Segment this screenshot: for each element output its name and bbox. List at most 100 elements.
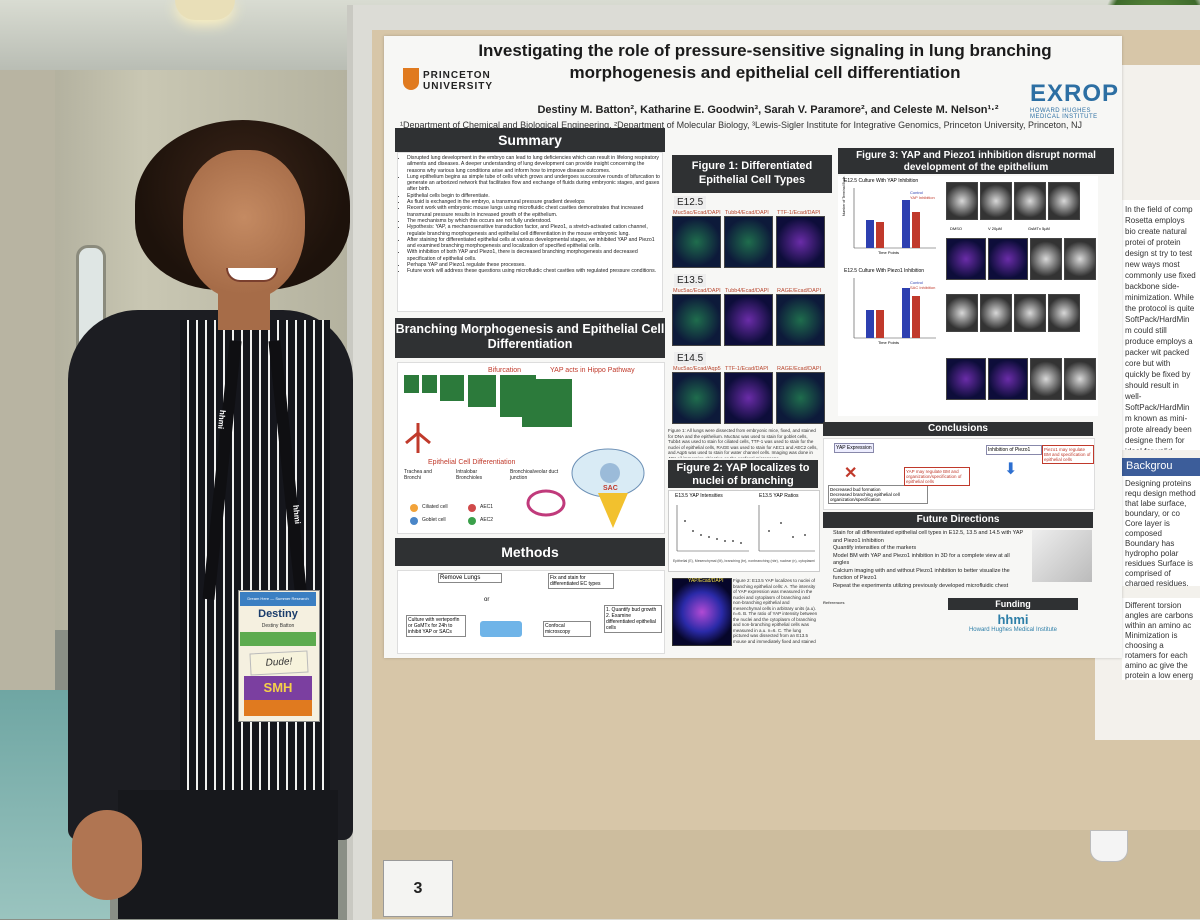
exrop-logo-subtext: HOWARD HUGHES MEDICAL INSTITUTE <box>1030 108 1098 120</box>
references: References <box>823 600 943 650</box>
figure2-plots: E13.5 YAP Intensities E13.5 YAP Ratios E… <box>668 490 820 572</box>
panel-a-title: E13.5 YAP Intensities <box>675 493 723 499</box>
xlabel-a: Time Points <box>878 250 899 255</box>
panel-a-title: E12.5 Culture With YAP Inhibition <box>844 178 919 184</box>
neighbor-poster-text: In the field of comp Rosetta employs bio… <box>1115 200 1200 450</box>
princeton-logo-text: PRINCETON UNIVERSITY <box>423 70 494 92</box>
funding-heading: Funding <box>948 598 1078 610</box>
methods-heading: Methods <box>395 538 665 566</box>
future-item: Model BM with YAP and Piezo1 inhibition … <box>833 553 1025 568</box>
summary-bullet: Future work will address these questions… <box>407 268 660 274</box>
conclusion-yap: YAP Expression <box>834 443 874 453</box>
xlabel-d: Time Points <box>878 340 899 345</box>
yap-micrograph <box>672 578 732 646</box>
princeton-logo: PRINCETON UNIVERSITY <box>403 66 513 98</box>
stain-label: Tubb4/Ecad/DAPI <box>725 288 769 294</box>
branching-diagram <box>404 375 645 528</box>
shield-icon <box>403 68 419 90</box>
pillar <box>0 70 55 690</box>
figure1-caption: Figure 1: All lungs were dissected from … <box>668 428 818 458</box>
micrograph <box>724 216 773 268</box>
person-smile <box>226 268 278 282</box>
micrograph <box>988 358 1028 400</box>
figure2-xlabel: Epithelial (E), Mesenchymal (M), branchi… <box>673 559 815 563</box>
micrograph <box>672 294 721 346</box>
micrograph <box>988 238 1028 280</box>
micrograph <box>1030 358 1062 400</box>
conclusions-heading: Conclusions <box>823 422 1093 436</box>
micrograph <box>1030 238 1062 280</box>
micrograph <box>1064 238 1096 280</box>
conclusion-yap-regulates: YAP may regulate BM and organization/spe… <box>904 467 970 486</box>
summary-list: Disrupted lung development in the embryo… <box>400 155 660 275</box>
panel-d-title: E12.5 Culture With Piezo1 Inhibition <box>844 268 925 274</box>
method-step-culture: Culture with verteporfin or GsMTx for 24… <box>406 615 466 637</box>
poster-affiliations: ¹Department of Chemical and Biological E… <box>400 120 1082 130</box>
figure2-scatter <box>676 505 815 552</box>
figure3-bar-chart-d <box>853 278 936 339</box>
conclusion-organization: Decreased branching epithelial cell orga… <box>830 492 900 502</box>
summary-heading: Summary <box>395 128 665 152</box>
summary-body: Disrupted lung development in the embryo… <box>397 152 663 312</box>
legend-sac-inhibition: SAC Inhibition <box>910 285 936 290</box>
method-step-fix: Fix and stain for differentiated EC type… <box>548 573 614 589</box>
summary-bullet: With inhibition of both YAP and Piezo1, … <box>407 249 660 262</box>
branching-figure: Bifurcation YAP acts in Hippo Pathway Ep… <box>397 362 665 534</box>
person-pants <box>118 790 338 919</box>
future-directions: Stain for all differentiated epithelial … <box>825 530 1025 590</box>
micrograph <box>776 294 825 346</box>
figure1-heading: Figure 1: Differentiated Epithelial Cell… <box>672 155 832 193</box>
micrograph <box>980 182 1012 220</box>
micrograph <box>1048 294 1080 332</box>
summary-bullet: The mechanisms by which this occurs are … <box>407 218 660 224</box>
well-plate <box>480 621 522 637</box>
person-striped-shirt <box>180 320 330 800</box>
bronchioles-label: Intralobar Bronchioles <box>456 469 483 481</box>
aec2-label: AEC2 <box>480 517 494 523</box>
method-step-confocal: Confocal microscopy <box>543 621 591 637</box>
badge-sticker: Dude! <box>249 650 309 676</box>
board-number-card: 3 <box>383 860 453 917</box>
person-hand <box>72 810 142 900</box>
hhmi-logo-subtext: Howard Hughes Medical Institute <box>968 627 1058 633</box>
method-step-or: or <box>484 597 490 603</box>
micrograph <box>672 216 721 268</box>
micrograph <box>980 294 1012 332</box>
references-heading: References <box>823 600 845 605</box>
bifurcation-label: Bifurcation <box>488 367 522 374</box>
future-item: Stain for all differentiated epithelial … <box>833 530 1025 545</box>
summary-bullet: Epithelial cells begin to differentiate. <box>407 193 660 199</box>
badge-tag: SMH <box>244 676 312 700</box>
stain-label: Muc5ac/Ecad/Aqp5 <box>673 366 721 372</box>
poster-authors: Destiny M. Batton², Katharine E. Goodwin… <box>537 104 999 116</box>
future-heading: Future Directions <box>823 512 1093 528</box>
neighbor-poster-background-heading: Backgrou <box>1122 458 1200 476</box>
micrograph <box>946 294 978 332</box>
micrograph <box>776 372 825 424</box>
micrograph <box>672 372 721 424</box>
aec1-label: AEC1 <box>480 504 494 510</box>
tag-verteporfin: V 20µM <box>988 226 1002 231</box>
figure3-bar-chart-a <box>853 188 936 249</box>
paper-cup <box>1090 830 1128 862</box>
figure3-panels: E12.5 Culture With YAP Inhibition Contro… <box>838 176 1098 416</box>
lanyard-print: hhmi <box>291 504 303 525</box>
summary-bullet: After staining for differentiated epithe… <box>407 237 660 250</box>
ceiling-lamp <box>175 0 235 20</box>
goblet-cell-label: Goblet cell <box>422 517 446 523</box>
tag-dmso: DMSO <box>950 226 962 231</box>
inhibit-x-icon: ✕ <box>844 465 858 482</box>
stain-label: TTF-1/Ecad/DAPI <box>777 210 821 216</box>
panel-b-title: E13.5 YAP Ratios <box>759 493 799 499</box>
hhmi-logo-text: hhmi <box>997 612 1029 627</box>
figure2-heading: Figure 2: YAP localizes to nuclei of bra… <box>668 460 818 500</box>
stain-label: RAGE/Ecad/DAPI <box>777 366 822 372</box>
micrograph <box>1014 182 1046 220</box>
exrop-logo-text: EXROP <box>1030 80 1120 107</box>
future-item: Quantify intensities of the markers <box>833 545 1025 553</box>
badge-stripe <box>240 632 316 646</box>
summary-bullet: Perhaps YAP and Piezo1 regulate these pr… <box>407 262 660 268</box>
down-arrow-icon: ⬇ <box>1004 461 1018 478</box>
stain-label: RAGE/Ecad/DAPI <box>777 288 822 294</box>
micrograph <box>946 182 978 220</box>
